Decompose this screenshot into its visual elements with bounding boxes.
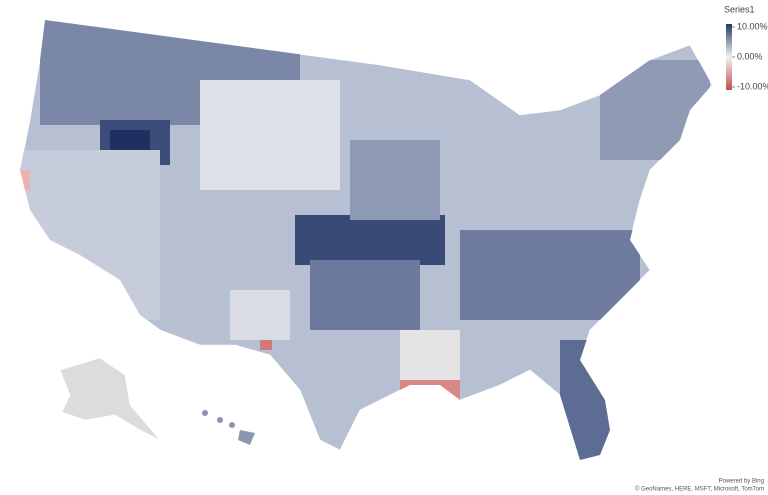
- credits: © GeoNames, HERE, MSFT, Microsoft, TomTo…: [635, 486, 764, 493]
- alaska: [59, 357, 161, 441]
- hawaii: [202, 410, 255, 445]
- legend-ticks: 10.00% 0.00% -10.00%: [732, 21, 768, 91]
- us-mainland: [19, 19, 713, 461]
- region-shading: [20, 20, 710, 460]
- powered-by: Powered by Bing: [719, 479, 764, 485]
- legend-tick-label: -10.00%: [737, 81, 768, 91]
- legend-bar: [726, 24, 732, 90]
- legend-tick-label: 10.00%: [737, 21, 768, 31]
- legend-tick-label: 0.00%: [737, 51, 763, 61]
- legend-title: Series1: [724, 4, 755, 14]
